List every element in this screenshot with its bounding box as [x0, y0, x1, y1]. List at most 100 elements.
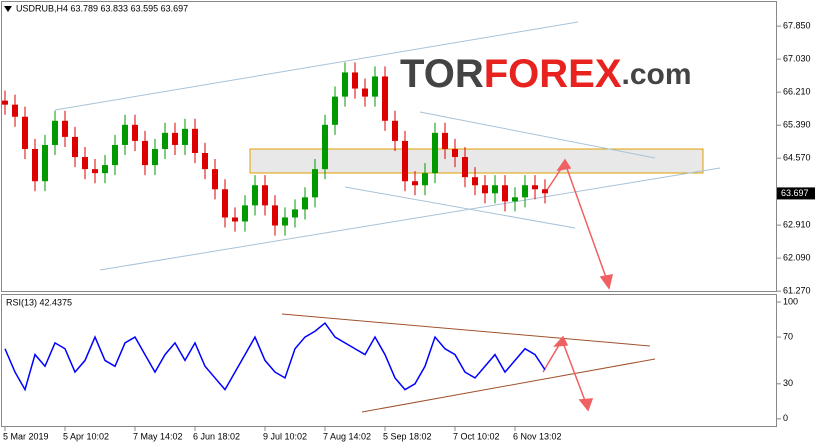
y-tick-label: 64.570 — [783, 153, 811, 163]
candle-body — [542, 189, 548, 194]
candle-body — [442, 132, 448, 149]
channel-line — [99, 167, 721, 271]
arrowhead — [599, 274, 613, 290]
candle-body — [432, 132, 438, 174]
candle-body — [102, 165, 108, 174]
y-tick-label: 67.850 — [783, 20, 811, 30]
candle-body — [502, 185, 508, 202]
candle-body — [92, 169, 98, 174]
x-tick-label: 5 Mar 2019 — [3, 431, 49, 441]
candle-body — [222, 189, 228, 218]
channel-line — [54, 21, 579, 111]
candle-body — [192, 128, 198, 154]
candle-body — [252, 185, 258, 206]
candle-body — [212, 169, 218, 190]
candle-body — [382, 76, 388, 121]
candle-body — [362, 88, 368, 97]
triangle-line — [281, 313, 651, 347]
candle-body — [152, 148, 158, 166]
candle-body — [342, 72, 348, 97]
candle-body — [462, 157, 468, 178]
rsi-line — [4, 321, 546, 392]
x-tick-label: 7 Oct 10:02 — [453, 431, 500, 441]
candle-body — [82, 157, 88, 170]
y-tick-label: 0 — [783, 413, 788, 423]
logo-part: .com — [622, 58, 692, 91]
x-tick-label: 5 Sep 18:02 — [383, 431, 432, 441]
candle-body — [272, 205, 278, 226]
candle-body — [282, 217, 288, 226]
candle-body — [412, 181, 418, 186]
y-tick-label: 67.030 — [783, 54, 811, 64]
candle-body — [262, 185, 268, 206]
y-tick-label: 65.390 — [783, 120, 811, 130]
candle-body — [302, 197, 308, 210]
candle-body — [522, 185, 528, 198]
arrowhead — [553, 335, 569, 347]
arrowhead — [556, 158, 572, 172]
logo-part: FOREX — [484, 52, 622, 96]
candle-body — [22, 116, 28, 149]
x-tick-label: 7 May 14:02 — [133, 431, 183, 441]
candle-body — [2, 100, 8, 105]
x-tick-label: 9 Jul 10:02 — [263, 431, 307, 441]
candle-body — [172, 132, 178, 145]
logo: TORFOREX.com — [400, 52, 692, 96]
y-tick-label: 70 — [783, 331, 793, 341]
candle-body — [142, 140, 148, 166]
rsi-triangle — [281, 313, 656, 413]
y-tick-label: 66.210 — [783, 87, 811, 97]
candle-body — [162, 132, 168, 149]
candle-body — [112, 144, 118, 166]
symbol-info: USDRUB,H4 63.789 63.833 63.595 63.697 — [16, 3, 188, 13]
candle-body — [452, 148, 458, 158]
candle-body — [132, 124, 138, 141]
panel-icon — [4, 6, 12, 12]
candle-body — [12, 104, 18, 117]
rsi-title: RSI(13) 42.4375 — [6, 297, 72, 307]
channel-line — [344, 186, 576, 229]
arrowhead — [578, 398, 594, 412]
x-tick-label: 6 Jun 18:02 — [193, 431, 240, 441]
channel-line — [419, 111, 656, 159]
channel-lines — [54, 21, 721, 271]
y-tick-label: 62.910 — [783, 219, 811, 229]
candle-body — [312, 169, 318, 198]
candle-body — [322, 124, 328, 170]
x-tick-label: 5 Apr 10:02 — [63, 431, 109, 441]
logo-part: TOR — [400, 52, 484, 96]
candle-body — [72, 136, 78, 158]
price-panel — [1, 1, 777, 292]
candle-body — [492, 185, 498, 194]
rsi-panel — [1, 294, 777, 427]
candle-body — [472, 177, 478, 186]
candle-body — [42, 144, 48, 182]
price-label: 63.697 — [781, 188, 809, 198]
candle-body — [232, 217, 238, 222]
candle-body — [182, 128, 188, 145]
triangle-line — [361, 358, 656, 413]
candle-body — [422, 173, 428, 186]
candle-body — [512, 197, 518, 202]
x-tick-label: 6 Nov 13:02 — [513, 431, 562, 441]
y-tick-label: 30 — [783, 378, 793, 388]
candle-body — [242, 205, 248, 222]
candle-body — [532, 185, 538, 190]
candle-body — [352, 72, 358, 89]
candle-body — [372, 76, 378, 97]
candle-body — [122, 124, 128, 145]
candle-body — [332, 96, 338, 125]
y-tick-label: 62.090 — [783, 253, 811, 263]
candle-body — [32, 148, 38, 182]
candle-body — [482, 185, 488, 194]
y-tick-label: 100 — [783, 296, 798, 306]
candle-body — [202, 153, 208, 170]
candle-body — [402, 140, 408, 182]
x-tick-label: 7 Aug 14:02 — [323, 431, 371, 441]
forecast-arrows — [542, 158, 613, 412]
candle-body — [292, 209, 298, 218]
price-label-box — [777, 187, 815, 200]
candle-body — [52, 120, 58, 145]
